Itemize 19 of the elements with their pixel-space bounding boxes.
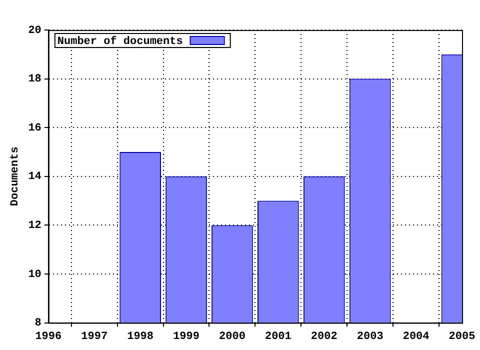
x-tick-label: 1997	[81, 331, 108, 344]
y-tick-label: 12	[28, 220, 42, 232]
y-tick-label: 10	[28, 268, 42, 281]
x-tick-label: 1998	[127, 331, 154, 344]
y-tick-label: 20	[28, 24, 42, 37]
legend-label: Number of documents	[57, 34, 183, 48]
y-tick-label: 8	[34, 318, 42, 330]
x-tick-label: 2003	[356, 331, 384, 344]
y-tick-label: 14	[28, 171, 42, 184]
x-tick-label: 1999	[173, 331, 200, 344]
x-tick-label: 2001	[264, 331, 292, 344]
y-tick-label: 18	[28, 74, 42, 86]
x-tick-label: 2004	[402, 331, 430, 344]
y-axis-title: Documents	[9, 146, 22, 206]
x-tick-label: 1996	[35, 331, 62, 344]
x-tick-label: 2002	[310, 331, 338, 344]
y-tick-label: 16	[28, 122, 42, 134]
x-tick-label: 2000	[219, 331, 246, 344]
x-tick-label: 2005	[448, 331, 476, 344]
